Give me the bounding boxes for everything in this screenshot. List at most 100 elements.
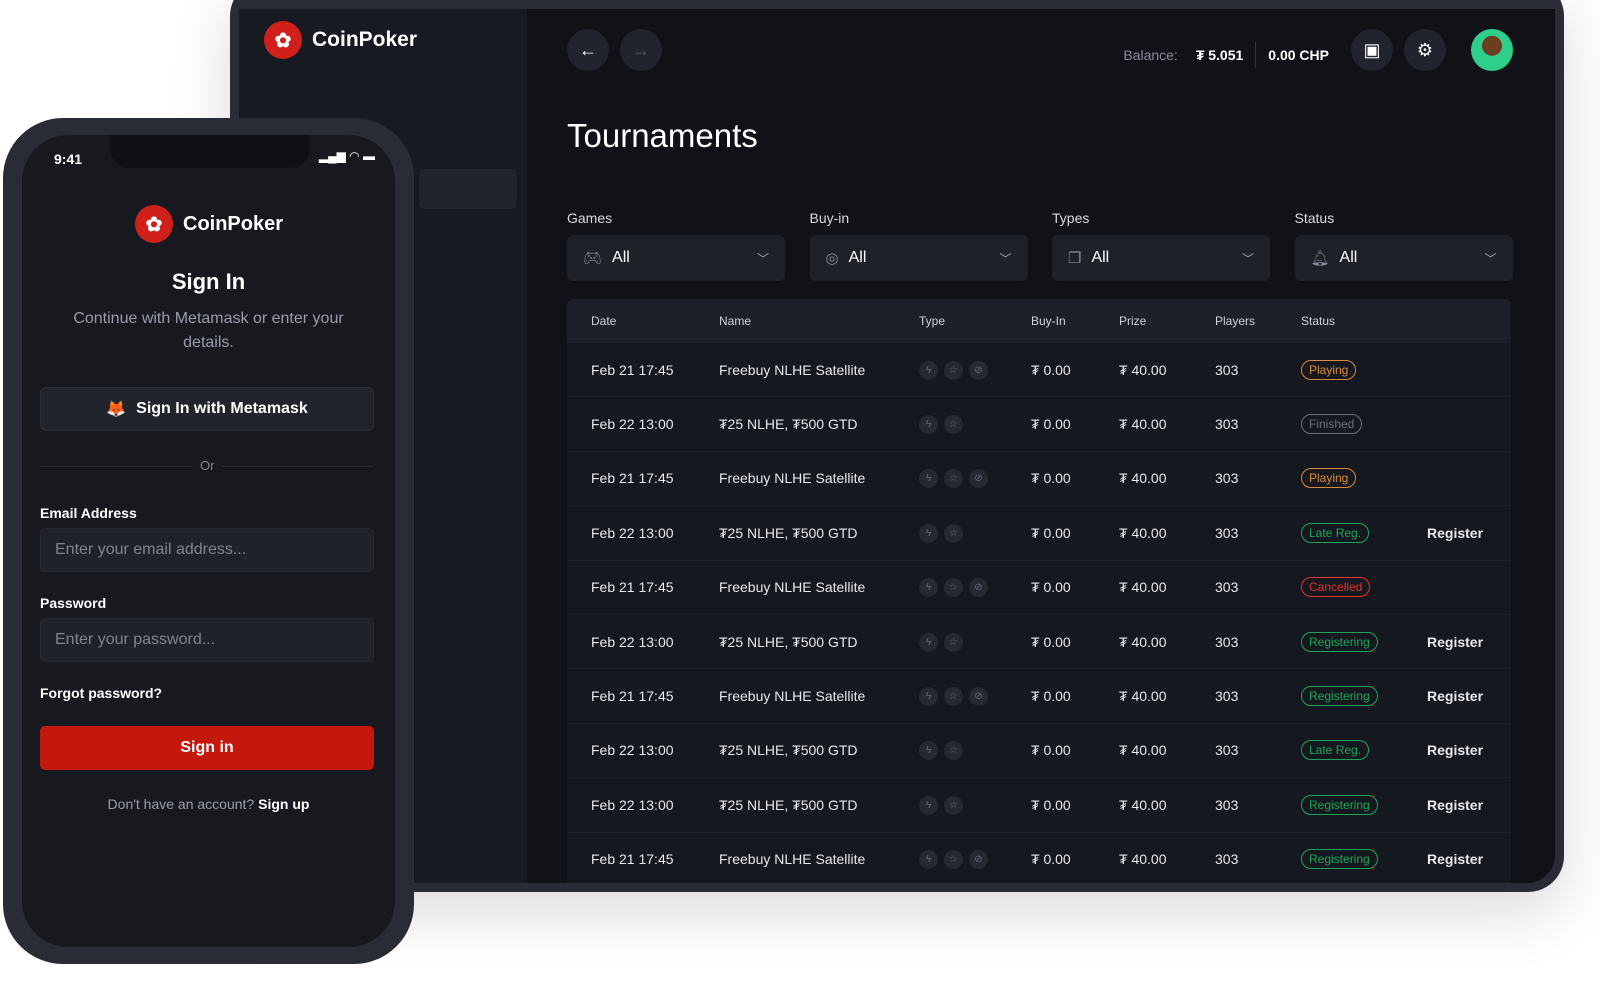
cell-type: ϟ ☆ [919,632,1031,652]
col-type[interactable]: Type [919,314,946,328]
bolt-icon: ϟ [919,687,938,707]
status-icons: ▂▄▆ ◠ ▬ [318,149,375,163]
table-header: Date Name Type Buy-In Prize Players Stat… [567,299,1511,343]
cell-status: Finished [1301,414,1427,435]
filter-games: Games 🎮︎ All ﹀ [567,210,785,281]
cell-players: 303 [1215,524,1239,541]
cell-date: Feb 22 13:00 [591,796,674,813]
status-badge: Late Reg. [1301,740,1370,761]
sidebar-item[interactable] [419,169,517,209]
filter-label: Games [567,210,613,226]
col-name[interactable]: Name [719,314,752,328]
filter-label: Types [1052,210,1090,226]
signin-button[interactable]: Sign in [40,726,374,770]
register-button[interactable]: Register [1427,742,1484,759]
forgot-password-link[interactable]: Forgot password? [40,685,163,701]
register-button[interactable]: Register [1427,796,1484,813]
satellite-icon: ⊘ [969,687,988,707]
password-field[interactable] [40,618,374,662]
metamask-label: Sign In with Metamask [136,400,308,417]
tournaments-table: Date Name Type Buy-In Prize Players Stat… [567,299,1511,883]
cell-name: Freebuy NLHE Satellite [719,579,866,596]
satellite-icon: ⊘ [969,360,988,380]
signin-subtitle: Continue with Metamask or enter your det… [73,310,344,351]
filter-label: Buy-in [809,210,850,226]
col-prize[interactable]: Prize [1119,314,1147,328]
register-button[interactable]: Register [1427,851,1484,868]
signup-link[interactable]: Sign up [258,796,310,812]
status-badge: Registering [1301,686,1378,707]
chevron-down-icon: ﹀ [756,251,769,266]
notch [110,135,310,168]
star-icon: ☆ [944,850,963,870]
password-label: Password [40,595,107,611]
status-badge: Registering [1301,794,1378,815]
cell-date: Feb 22 13:00 [591,742,674,759]
cell-type: ϟ ☆ [919,523,1031,543]
cell-prize: ₮ 40.00 [1119,633,1167,650]
email-field[interactable] [40,528,374,572]
cell-name: Freebuy NLHE Satellite [719,470,866,487]
filter-status: Status 🔔︎ All ﹀ [1294,210,1513,281]
cell-prize: ₮ 40.00 [1119,742,1167,759]
cell-date: Feb 21 17:45 [591,688,674,705]
cards-icon: ❐ [1068,250,1082,267]
status-badge: Late Reg. [1301,522,1370,543]
table-row[interactable]: Feb 22 13:00 ₮25 NLHE, ₮500 GTD ϟ ☆ ₮ 0.00 ₮ … [567,397,1511,452]
cell-status: Playing [1301,359,1427,380]
status-badge: Playing [1301,359,1357,380]
col-buyin[interactable]: Buy-In [1031,314,1066,328]
cell-type: ϟ ☆ ⊘ [919,360,1031,380]
filter-dropdown[interactable]: 🔔︎ All ﹀ [1294,235,1513,281]
balance-label: Balance: [1123,47,1178,63]
cell-status: Registering [1301,849,1427,870]
table-row[interactable]: Feb 21 17:45 Freebuy NLHE Satellite ϟ ☆ ⊘ ₮ 0… [567,669,1511,724]
desktop-app: ✿ CoinPoker ← → Balance: ₮ 5.051 0.00 CHP… [239,9,1555,883]
arrow-left-icon: ← [579,39,597,60]
avatar[interactable] [1471,29,1513,71]
cell-status: Late Reg. [1301,522,1427,543]
star-icon: ☆ [944,741,963,761]
table-row[interactable]: Feb 21 17:45 Freebuy NLHE Satellite ϟ ☆ ⊘ ₮ 0… [567,452,1511,507]
star-icon: ☆ [944,578,963,598]
star-icon: ☆ [944,360,963,380]
register-button[interactable]: Register [1427,633,1484,650]
cell-type: ϟ ☆ ⊘ [919,577,1031,598]
table-row[interactable]: Feb 22 13:00 ₮25 NLHE, ₮500 GTD ϟ ☆ ₮ 0.00 ₮ … [567,724,1511,779]
filter-dropdown[interactable]: 🎮︎ All ﹀ [567,235,785,281]
filter-dropdown[interactable]: ◎ All ﹀ [809,235,1028,281]
forward-button[interactable]: → [620,29,662,71]
cell-name: ₮25 NLHE, ₮500 GTD [719,742,858,759]
arrow-right-icon: → [632,39,650,60]
cell-prize: ₮ 40.00 [1119,688,1167,705]
cell-players: 303 [1215,416,1239,433]
metamask-button[interactable]: 🦊 Sign In with Metamask [40,387,374,431]
col-date[interactable]: Date [591,314,617,328]
filter-dropdown[interactable]: ❐ All ﹀ [1052,235,1270,281]
divider [1255,42,1257,68]
cell-name: ₮25 NLHE, ₮500 GTD [719,796,858,813]
main: ← → Balance: ₮ 5.051 0.00 CHP ▣ ⚙ Tourna… [527,9,1555,883]
wallet-button[interactable]: ▣ [1351,29,1393,71]
col-status[interactable]: Status [1301,314,1336,328]
table-row[interactable]: Feb 21 17:45 Freebuy NLHE Satellite ϟ ☆ ⊘ ₮ 0… [567,833,1511,883]
settings-button[interactable]: ⚙ [1404,29,1446,71]
back-button[interactable]: ← [567,29,609,71]
filter-buyin: Buy-in ◎ All ﹀ [809,210,1028,281]
table-row[interactable]: Feb 21 17:45 Freebuy NLHE Satellite ϟ ☆ ⊘ ₮ 0… [567,343,1511,398]
logo[interactable]: ✿ CoinPoker [264,21,417,59]
table-row[interactable]: Feb 21 17:45 Freebuy NLHE Satellite ϟ ☆ ⊘ ₮ 0… [567,561,1511,615]
table-row[interactable]: Feb 22 13:00 ₮25 NLHE, ₮500 GTD ϟ ☆ ₮ 0.00 ₮ … [567,778,1511,833]
cell-date: Feb 21 17:45 [591,579,674,596]
col-players[interactable]: Players [1215,314,1256,328]
filter-value: All [1091,249,1110,266]
email-label: Email Address [40,505,137,521]
chevron-down-icon: ﹀ [999,251,1012,266]
table-row[interactable]: Feb 22 13:00 ₮25 NLHE, ₮500 GTD ϟ ☆ ₮ 0.00 ₮ … [567,615,1511,670]
star-icon: ☆ [944,523,963,543]
register-button[interactable]: Register [1427,688,1484,705]
register-button[interactable]: Register [1427,524,1484,541]
bell-icon: 🔔︎ [1310,250,1330,267]
status-badge: Playing [1301,468,1357,489]
table-row[interactable]: Feb 22 13:00 ₮25 NLHE, ₮500 GTD ϟ ☆ ₮ 0.00 ₮ … [567,506,1511,561]
